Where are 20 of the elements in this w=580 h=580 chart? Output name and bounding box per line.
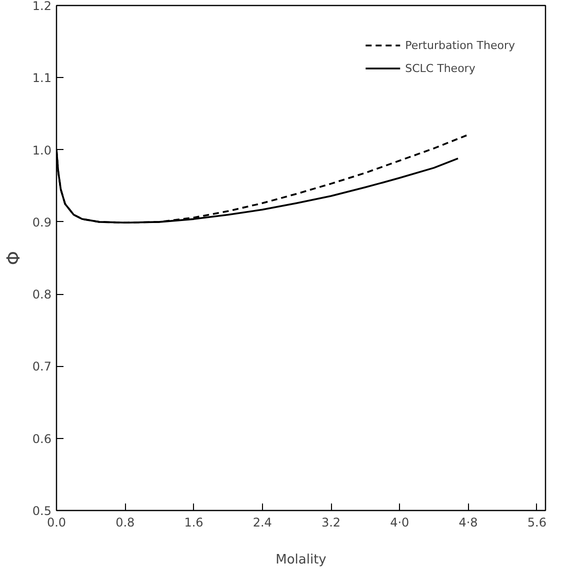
x-tick-label: 0.8: [116, 516, 135, 530]
x-tick-label: 4·8: [458, 516, 478, 530]
x-axis-title: Molality: [276, 552, 327, 568]
y-tick-label: 0.8: [32, 288, 52, 302]
x-tick-label: 2.4: [252, 516, 272, 530]
y-tick-label: 0.6: [32, 432, 52, 446]
y-tick-label: 0.7: [32, 360, 52, 374]
y-tick-label: 1.0: [32, 143, 52, 158]
x-tick-label: 3.2: [321, 516, 341, 530]
y-tick-label: 0.9: [32, 215, 52, 230]
x-tick-label: 5.6: [527, 516, 546, 530]
y-axis-title: Φ: [3, 250, 24, 266]
x-tick-label: 0.0: [46, 516, 66, 530]
legend-label: SCLC Theory: [405, 62, 476, 74]
y-tick-label: 1.2: [32, 0, 52, 13]
x-tick-label: 1.6: [184, 516, 204, 530]
x-tick-label: 4·0: [390, 516, 410, 530]
y-tick-label: 0.5: [32, 504, 52, 518]
legend-label: Perturbation Theory: [405, 38, 515, 52]
y-tick-label: 1.1: [32, 71, 52, 86]
